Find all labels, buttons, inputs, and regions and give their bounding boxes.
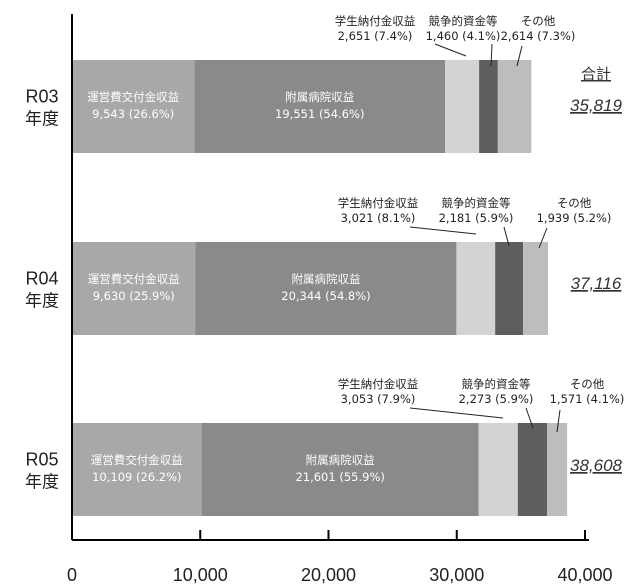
data-label-subsidy-value: 10,109 (26.2%) [92,470,181,484]
data-label-subsidy-name: 運営費交付金収益 [88,272,180,286]
bar-segment-competitive [495,242,524,335]
x-tick-label: 0 [67,565,77,585]
data-label-tuition-name: 学生納付金収益 [338,377,419,391]
data-label-tuition-value: 3,021 (8.1%) [341,211,416,225]
bar-segment-tuition [456,242,496,335]
bar-segment-competitive [479,60,498,153]
leader-line-other [556,409,561,433]
data-label-other-value: 2,614 (7.3%) [501,29,576,43]
data-label-hospital-name: 附属病院収益 [306,453,375,467]
data-label-hospital-value: 19,551 (54.6%) [275,107,364,121]
bar-segment-hospital [194,60,446,153]
x-tick-label: 40,000 [557,565,612,585]
bar-segment-hospital [195,242,457,335]
leader-line-other [516,45,523,67]
total-value: 38,608 [570,456,623,475]
data-label-competitive-value: 2,181 (5.9%) [439,211,514,225]
data-label-hospital-value: 20,344 (54.8%) [281,289,370,303]
year-label-sub: 年度 [25,473,59,493]
data-label-competitive-value: 2,273 (5.9%) [459,392,534,406]
bar-segment-hospital [201,423,479,516]
bar-segment-other [546,423,568,516]
year-label-sub: 年度 [25,292,59,312]
data-label-subsidy-name: 運営費交付金収益 [87,90,179,104]
leader-line-tuition [434,43,467,57]
data-label-other-name: その他 [521,14,556,28]
leader-line-competitive [525,407,534,429]
leader-line-tuition [409,226,477,235]
bar-segment-subsidy [72,60,195,153]
data-label-other-value: 1,571 (4.1%) [550,392,625,406]
data-label-hospital-name: 附属病院収益 [285,90,354,104]
data-label-subsidy-name: 運営費交付金収益 [91,453,183,467]
data-label-competitive-value: 1,460 (4.1%) [426,29,501,43]
data-label-competitive-name: 競争的資金等 [442,196,511,210]
data-label-tuition-value: 2,651 (7.4%) [338,29,413,43]
total-value: 35,819 [570,96,623,115]
bar-segment-competitive [517,423,547,516]
data-label-tuition-name: 学生納付金収益 [335,14,416,28]
bar-segment-tuition [445,60,480,153]
data-label-other-name: その他 [570,377,605,391]
leader-line-competitive [490,43,493,67]
bar-segment-subsidy [72,423,202,516]
data-label-hospital-value: 21,601 (55.9%) [295,470,384,484]
x-tick-label: 20,000 [301,565,356,585]
total-header: 合計 [581,65,611,83]
bar-segment-other [523,242,548,335]
year-label: R05 [25,450,58,470]
bar-segment-subsidy [72,242,196,335]
data-label-competitive-name: 競争的資金等 [462,377,531,391]
bar-segment-tuition [478,423,518,516]
bar-segment-other [497,60,532,153]
leader-line-tuition [409,407,504,419]
year-label: R04 [25,269,58,289]
year-label-sub: 年度 [25,110,59,130]
data-label-other-name: その他 [557,196,592,210]
data-label-subsidy-value: 9,630 (25.9%) [93,289,175,303]
data-label-hospital-name: 附属病院収益 [291,272,360,286]
data-label-tuition-name: 学生納付金収益 [338,196,419,210]
data-label-subsidy-value: 9,543 (26.6%) [92,107,174,121]
x-tick-label: 30,000 [429,565,484,585]
data-label-competitive-name: 競争的資金等 [429,14,498,28]
leader-line-other [538,227,548,249]
data-label-other-value: 1,939 (5.2%) [537,211,612,225]
year-label: R03 [25,87,58,107]
leader-line-competitive [503,226,510,247]
x-tick-label: 10,000 [173,565,228,585]
data-label-tuition-value: 3,053 (7.9%) [341,392,416,406]
total-value: 37,116 [571,274,622,293]
